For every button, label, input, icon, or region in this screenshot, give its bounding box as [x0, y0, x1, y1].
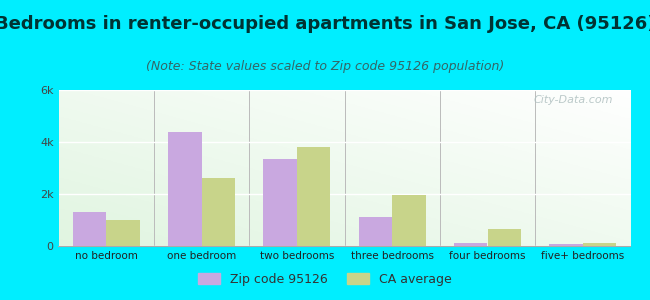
Text: Bedrooms in renter-occupied apartments in San Jose, CA (95126): Bedrooms in renter-occupied apartments i… — [0, 15, 650, 33]
Bar — [549, 244, 583, 246]
Bar — [392, 195, 426, 246]
Bar — [202, 178, 235, 246]
Text: City-Data.com: City-Data.com — [534, 95, 614, 105]
Bar — [488, 229, 521, 246]
Bar — [359, 218, 392, 246]
Bar — [73, 212, 106, 246]
Text: (Note: State values scaled to Zip code 95126 population): (Note: State values scaled to Zip code 9… — [146, 60, 504, 73]
Bar — [106, 220, 140, 246]
Bar — [297, 147, 330, 246]
Bar — [583, 243, 616, 246]
Bar — [454, 243, 488, 246]
Bar — [263, 159, 297, 246]
Bar — [168, 132, 202, 246]
Legend: Zip code 95126, CA average: Zip code 95126, CA average — [193, 268, 457, 291]
